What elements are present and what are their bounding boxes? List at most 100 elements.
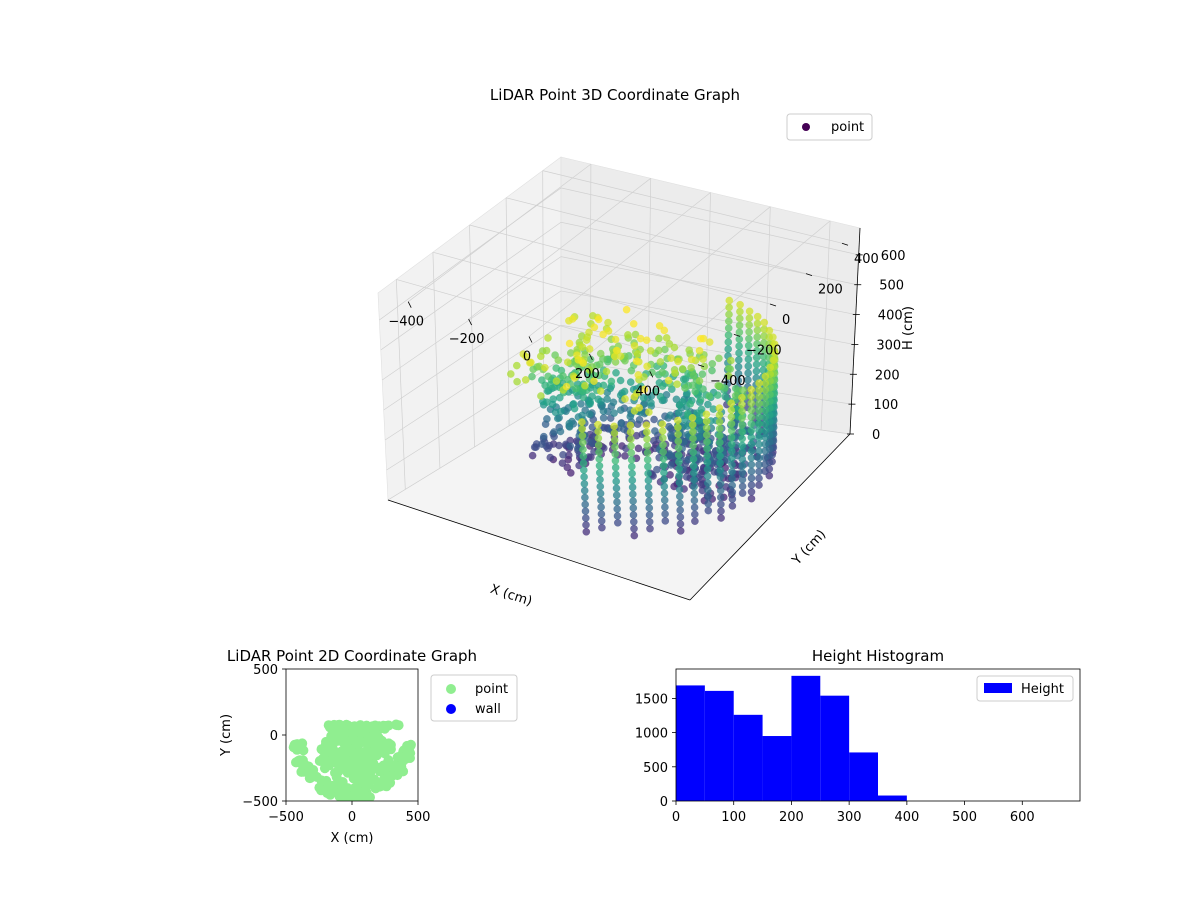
point-3d	[597, 503, 605, 511]
point-3d	[551, 408, 560, 417]
z-tick-label-3d: 400	[878, 309, 903, 324]
legend-3d-marker	[802, 123, 810, 131]
point-3d	[689, 434, 697, 443]
point-3d	[724, 331, 733, 340]
point-3d	[715, 424, 724, 433]
plot-frame-histogram	[675, 668, 1081, 802]
point-3d	[686, 400, 695, 408]
point-3d	[566, 442, 575, 451]
point-3d	[594, 420, 602, 429]
point-3d	[645, 517, 654, 526]
point-3d	[689, 469, 698, 477]
point-3d	[727, 413, 736, 421]
point-3d	[512, 361, 521, 370]
point-3d	[643, 448, 652, 457]
point-2d	[355, 762, 366, 773]
point-3d	[613, 505, 622, 513]
point-3d	[670, 343, 679, 352]
point-3d	[632, 357, 641, 366]
point-3d	[755, 392, 763, 401]
point-3d	[594, 315, 603, 324]
legend-2d-marker-point	[446, 684, 456, 694]
point-3d	[656, 392, 665, 401]
point-3d	[747, 460, 756, 469]
point-3d	[725, 310, 733, 319]
point-3d	[646, 524, 654, 533]
point-3d	[645, 408, 653, 416]
point-3d	[660, 489, 669, 498]
point-3d	[664, 376, 673, 385]
point-3d	[555, 441, 563, 450]
point-3d	[566, 469, 575, 477]
point-3d	[690, 510, 699, 519]
point-3d	[667, 431, 675, 439]
point-2d	[369, 774, 380, 785]
point-3d	[738, 448, 747, 457]
legend-histogram-swatch	[984, 683, 1012, 693]
grid-line	[542, 170, 843, 244]
point-3d	[753, 326, 762, 335]
point-3d	[610, 422, 618, 431]
point-3d	[642, 336, 651, 345]
point-3d	[644, 490, 653, 499]
y-tick-3d	[697, 364, 705, 368]
grid-line	[395, 279, 406, 490]
point-3d	[594, 427, 603, 436]
point-3d	[628, 476, 637, 485]
point-3d	[631, 330, 640, 339]
histogram-bar	[676, 685, 705, 801]
x-tick-label-histogram: 500	[952, 810, 977, 825]
point-3d	[630, 341, 639, 350]
point-3d	[582, 336, 591, 344]
grid-line	[505, 197, 510, 426]
chart-histogram: Height Histogram 0 100 200 300 400 500 600 0 500…	[635, 647, 1081, 825]
histogram-bar	[762, 736, 792, 801]
point-3d	[694, 416, 703, 425]
point-3d	[610, 436, 619, 444]
point-3d	[702, 431, 711, 439]
point-3d	[755, 433, 763, 442]
point-3d	[747, 392, 756, 401]
point-3d	[639, 394, 648, 402]
point-3d	[532, 443, 540, 451]
point-2d	[377, 721, 388, 732]
point-3d	[667, 461, 675, 469]
point-3d	[646, 346, 655, 355]
point-3d	[745, 307, 754, 316]
point-3d	[611, 335, 620, 344]
point-3d	[745, 334, 753, 343]
point-3d	[753, 319, 762, 328]
point-3d	[660, 496, 669, 505]
point-3d	[578, 418, 586, 426]
point-3d	[629, 319, 638, 328]
y-tick-label-2d: −500	[242, 795, 278, 810]
point-3d	[703, 465, 712, 474]
point-3d	[690, 482, 698, 491]
point-3d	[716, 452, 724, 461]
point-3d	[617, 419, 626, 428]
point-3d	[616, 406, 625, 414]
x-tick-3d	[589, 353, 593, 361]
point-3d	[696, 334, 705, 343]
point-3d	[594, 395, 603, 404]
point-3d	[565, 423, 574, 431]
point-3d	[755, 474, 763, 483]
point-3d	[658, 382, 667, 390]
point-3d	[661, 503, 669, 511]
point-2d	[392, 761, 403, 772]
point-3d	[642, 421, 651, 430]
point-3d	[703, 458, 712, 467]
point-3d	[675, 464, 683, 473]
point-3d	[747, 474, 756, 483]
point-3d	[703, 437, 711, 446]
point-2d	[342, 790, 353, 801]
point-3d	[595, 448, 603, 456]
point-3d	[703, 479, 712, 487]
point-3d	[550, 428, 558, 436]
point-3d	[688, 427, 697, 436]
point-3d	[769, 356, 778, 365]
point-3d	[735, 349, 743, 357]
point-3d	[645, 504, 654, 512]
point-3d	[674, 357, 682, 366]
point-3d	[595, 455, 604, 463]
